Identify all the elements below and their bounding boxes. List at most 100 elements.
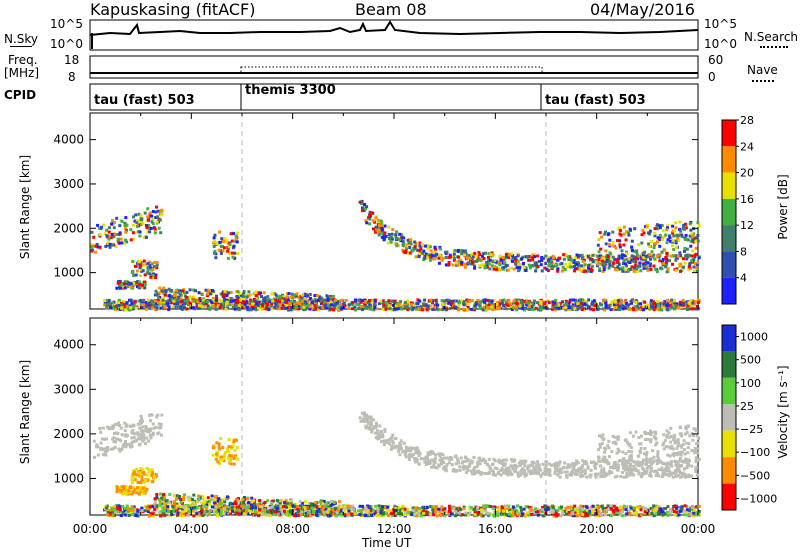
heatmap-cell [289,300,293,303]
heatmap-cell [155,266,159,270]
heatmap-cell [322,499,326,503]
heatmap-cell [641,304,645,308]
heatmap-cell [469,262,473,266]
heatmap-cell [531,258,535,262]
heatmap-cell [679,229,683,233]
heatmap-cell [246,501,250,505]
heatmap-cell [682,223,686,227]
heatmap-cell [665,308,669,312]
heatmap-cell [322,511,326,515]
heatmap-cell [188,295,192,299]
heatmap-cell [159,298,163,302]
heatmap-cell [623,258,626,262]
heatmap-cell [441,308,445,311]
heatmap-cell [460,252,464,256]
heatmap-cell [611,230,615,234]
heatmap-cell [138,443,142,447]
heatmap-cell [509,510,513,514]
heatmap-cell [633,260,637,264]
heatmap-cell [387,304,391,308]
heatmap-cell [303,300,307,304]
heatmap-cell [374,230,378,234]
heatmap-cell [476,506,480,510]
heatmap-cell [211,299,215,302]
heatmap-cell [289,512,292,516]
heatmap-cell [491,260,495,264]
heatmap-cell [168,492,172,496]
heatmap-cell [476,511,480,515]
heatmap-cell [462,299,466,303]
heatmap-cell [653,508,657,512]
heatmap-cell [118,231,122,235]
heatmap-cell [486,265,489,269]
heatmap-cell [274,298,278,302]
heatmap-cell [297,305,301,309]
heatmap-cell [680,235,684,239]
heatmap-cell [622,243,626,247]
heatmap-cell [258,511,261,515]
heatmap-cell [534,269,538,273]
heatmap-cell [236,457,240,461]
heatmap-cell [558,262,562,266]
heatmap-cell [506,268,510,272]
heatmap-cell [312,301,316,305]
heatmap-cell [645,226,649,230]
heatmap-cell [616,239,619,243]
heatmap-cell [131,260,135,263]
y-tick-label: 4000 [53,133,84,147]
heatmap-cell [370,513,374,517]
heatmap-cell [222,506,226,510]
freq-right-tick-top: 60 [708,53,724,67]
heatmap-cell [521,306,525,310]
heatmap-cell [92,439,96,443]
heatmap-cell [186,495,190,499]
heatmap-cell [567,510,571,514]
heatmap-cell [597,258,601,261]
heatmap-cell [684,301,688,305]
heatmap-cell [474,301,478,305]
heatmap-cell [125,301,129,305]
heatmap-cell [506,303,510,307]
heatmap-cell [650,305,654,308]
heatmap-cell [608,303,612,307]
heatmap-cell [166,303,169,307]
heatmap-cell [619,267,623,271]
freq-right-tick-bottom: 0 [708,70,716,84]
heatmap-cell [283,501,287,505]
heatmap-cell [518,263,521,266]
heatmap-cell [211,498,215,502]
heatmap-cell [175,496,179,500]
heatmap-cell [483,300,487,304]
heatmap-cell [119,514,123,517]
heatmap-cell [558,256,562,260]
heatmap-cell [676,236,680,240]
heatmap-cell [502,266,506,269]
heatmap-cell [476,299,480,303]
heatmap-cell [244,505,247,509]
heatmap-cell [268,511,272,515]
heatmap-cell [468,254,471,257]
heatmap-cell [390,232,394,236]
heatmap-cell [460,513,464,517]
heatmap-cell [109,306,113,310]
heatmap-cell [515,308,519,312]
heatmap-cell [116,281,120,285]
heatmap-cell [603,308,607,312]
heatmap-cell [543,266,547,270]
heatmap-cell [687,253,691,257]
heatmap-cell [111,447,115,451]
heatmap-cell [630,254,634,258]
heatmap-cell [642,262,646,266]
heatmap-cell [135,281,139,285]
heatmap-cell [154,276,157,279]
heatmap-cell [461,249,465,253]
heatmap-cell [227,245,231,249]
heatmap-cell [173,500,176,504]
heatmap-cell [604,249,608,253]
heatmap-cell [656,240,659,244]
heatmap-cell [229,291,233,294]
heatmap-cell [403,301,407,305]
heatmap-cell [264,307,268,311]
heatmap-cell [330,500,334,503]
heatmap-cell [180,304,184,308]
